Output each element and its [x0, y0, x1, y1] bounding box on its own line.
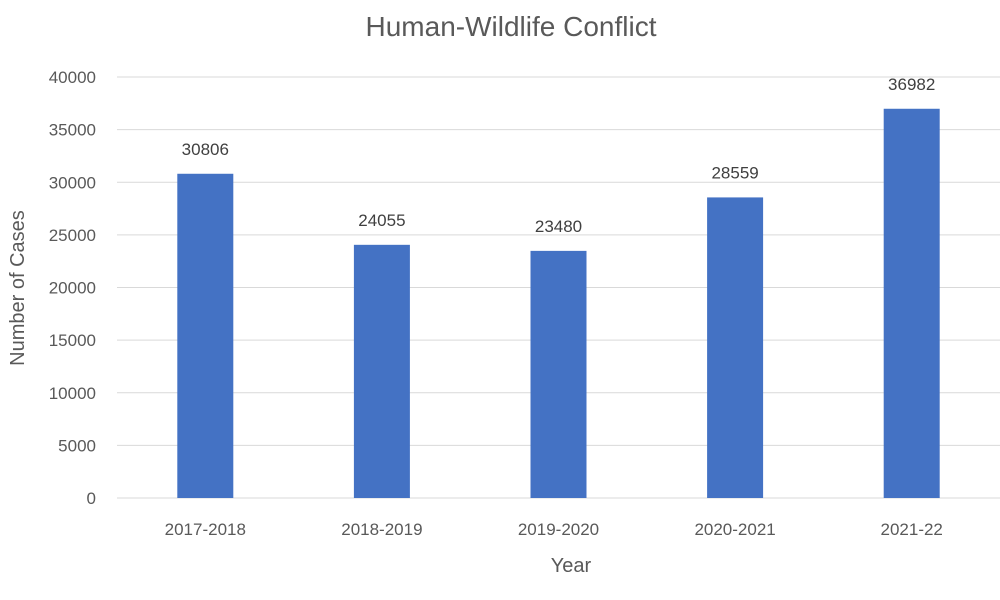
x-tick-label: 2018-2019 [341, 520, 422, 539]
bar [353, 244, 410, 498]
y-tick-label: 30000 [49, 173, 96, 192]
x-tick-label: 2017-2018 [165, 520, 246, 539]
x-tick-label: 2021-22 [881, 520, 943, 539]
x-tick-label: 2020-2021 [694, 520, 775, 539]
bar [177, 173, 234, 498]
bars [177, 108, 940, 499]
y-tick-label: 5000 [58, 436, 96, 455]
data-labels: 30806 24055 23480 28559 36982 [182, 75, 936, 236]
data-label: 24055 [358, 211, 405, 230]
data-label: 28559 [711, 163, 758, 182]
y-axis-label: Number of Cases [7, 210, 29, 366]
y-axis-ticks: 0 5000 10000 15000 20000 25000 30000 35000 40000 [49, 68, 96, 508]
data-label: 23480 [535, 217, 582, 236]
y-tick-label: 15000 [49, 331, 96, 350]
y-tick-label: 35000 [49, 121, 96, 140]
y-tick-label: 0 [87, 489, 96, 508]
y-tick-label: 40000 [49, 68, 96, 87]
y-tick-label: 20000 [49, 279, 96, 298]
chart-title: Human-Wildlife Conflict [366, 11, 657, 42]
y-tick-label: 10000 [49, 384, 96, 403]
bar [883, 108, 940, 498]
bar [530, 250, 587, 498]
x-tick-label: 2019-2020 [518, 520, 599, 539]
x-axis-label: Year [551, 555, 592, 577]
data-label: 30806 [182, 140, 229, 159]
bar [707, 197, 764, 499]
data-label: 36982 [888, 75, 935, 94]
x-axis-ticks: 2017-2018 2018-2019 2019-2020 2020-2021 2021… [165, 520, 943, 539]
y-tick-label: 25000 [49, 226, 96, 245]
